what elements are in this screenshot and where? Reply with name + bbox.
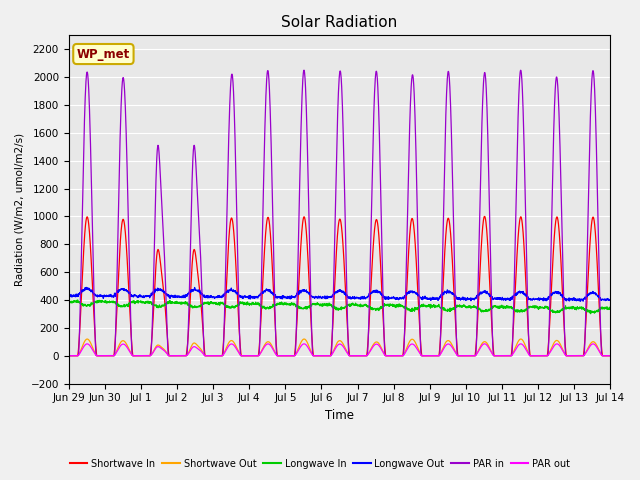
X-axis label: Time: Time [325, 409, 354, 422]
Legend: Shortwave In, Shortwave Out, Longwave In, Longwave Out, PAR in, PAR out: Shortwave In, Shortwave Out, Longwave In… [66, 455, 574, 473]
Text: WP_met: WP_met [77, 48, 130, 60]
Title: Solar Radiation: Solar Radiation [282, 15, 397, 30]
Y-axis label: Radiation (W/m2, umol/m2/s): Radiation (W/m2, umol/m2/s) [15, 133, 25, 286]
